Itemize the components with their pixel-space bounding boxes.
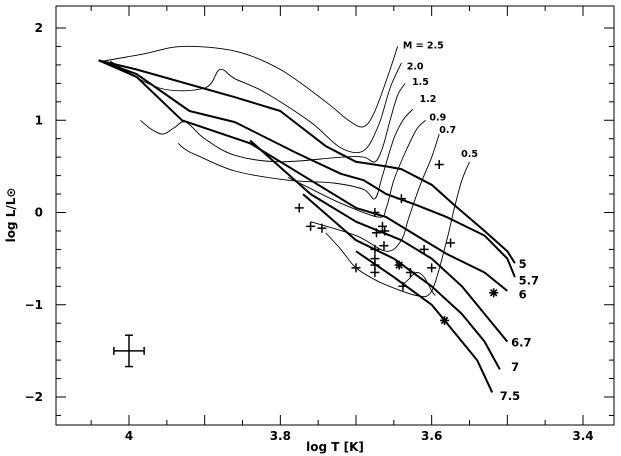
y-axis-label: log L/L⊙: [4, 188, 18, 243]
plus-marker: [294, 203, 304, 213]
plus-marker: [351, 263, 361, 273]
isochrones: [98, 59, 516, 393]
x-tick-label: 3.4: [572, 429, 593, 443]
curve-labels: M = 2.5 2.0 1.5 1.2 0.9 0.7 0.5 5 5.76 6.7 7 7.5: [403, 40, 539, 402]
isochrone-age-label: 7.5: [500, 389, 520, 403]
plus-marker: [396, 194, 406, 204]
isochrone-age-label: 6: [519, 287, 527, 301]
plus-marker: [371, 228, 381, 238]
x-tick-label: 4: [125, 429, 133, 443]
plus-marker: [398, 281, 408, 291]
track-mass-label: M = 2.5: [403, 40, 444, 51]
track-mass-label: 0.9: [429, 112, 446, 123]
plus-marker: [419, 244, 429, 254]
plus-marker: [370, 244, 380, 254]
asterisk-stroke: [489, 289, 498, 297]
isochrone-age-label: 7: [511, 360, 519, 374]
plus-marker: [377, 221, 387, 231]
asterisk-stroke: [395, 261, 403, 269]
isochrone-age-label: 5: [519, 257, 527, 271]
y-tick-label: −1: [25, 298, 43, 312]
y-tick-label: 0: [35, 206, 43, 220]
plus-marker: [370, 267, 380, 277]
isochrone-line: [249, 139, 509, 343]
plus-marker: [405, 267, 415, 277]
tick-labels: 4 3.8 3.6 3.4 2 1 0 −1 −2: [25, 21, 594, 443]
isochrone-line: [98, 59, 516, 264]
track-mass-label: 2.0: [407, 62, 424, 73]
plus-marker: [370, 208, 380, 217]
isochrone-age-label: 6.7: [511, 335, 531, 349]
isochrone-age-label: 5.7: [519, 273, 539, 287]
plus-marker: [306, 221, 316, 231]
y-tick-label: 2: [35, 21, 43, 35]
track-mass-label: 1.5: [412, 77, 429, 88]
plus-marker: [380, 226, 390, 236]
asterisk-marker: [440, 315, 450, 325]
track-line: [140, 83, 406, 163]
error-bar: [113, 334, 145, 368]
track-line: [102, 45, 399, 128]
plus-marker: [434, 160, 444, 170]
track-mass-label: 1.2: [420, 94, 437, 105]
track-mass-label: 0.7: [439, 125, 456, 136]
asterisk-stroke: [440, 316, 449, 325]
track-line: [325, 161, 470, 298]
plot-frame: [55, 5, 615, 426]
star-markers: [294, 160, 499, 325]
isochrone-line: [98, 59, 508, 292]
y-tick-label: 1: [35, 113, 43, 127]
plus-marker: [379, 241, 389, 251]
asterisk-marker: [394, 260, 404, 270]
y-tick-label: −2: [25, 390, 43, 404]
plus-marker: [427, 263, 437, 273]
track-line: [177, 108, 414, 200]
track-line: [287, 119, 426, 218]
track-line: [401, 272, 436, 296]
x-tick-label: 3.6: [421, 429, 442, 443]
track-mass-label: 0.5: [461, 149, 478, 160]
x-axis-label: log T [K]: [306, 440, 364, 454]
asterisk-marker: [489, 288, 499, 298]
isochrone-line: [302, 193, 501, 370]
axis-ticks: [56, 6, 614, 425]
x-tick-label: 3.8: [270, 429, 291, 443]
plus-marker: [317, 223, 327, 233]
plus-marker: [446, 238, 456, 248]
isochrone-line: [98, 59, 516, 278]
